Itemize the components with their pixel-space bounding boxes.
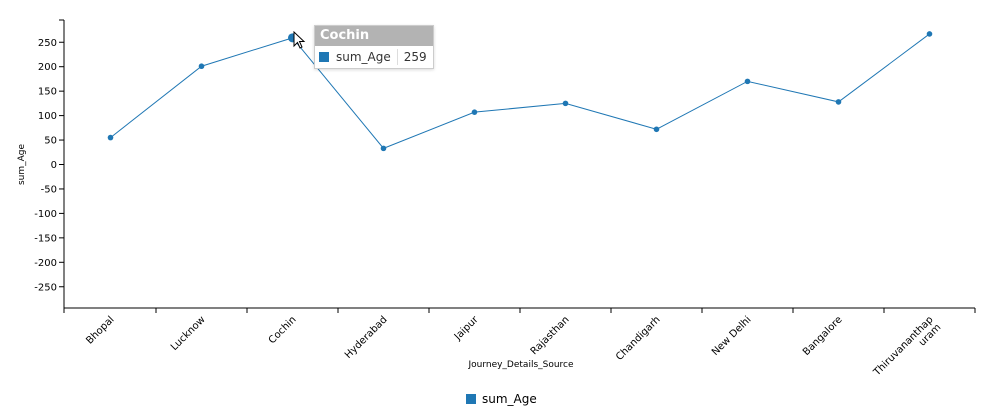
chart-legend[interactable]: sum_Age (466, 392, 537, 406)
x-axis-title: Journey_Details_Source (467, 360, 574, 370)
y-tick-label: 200 (38, 62, 57, 73)
y-tick-label: 0 (51, 160, 57, 171)
y-tick-label: -250 (34, 282, 57, 293)
data-point (198, 63, 205, 70)
data-point (744, 78, 751, 85)
y-tick-label: -100 (34, 209, 57, 220)
tooltip-divider (396, 49, 398, 65)
y-tick-label: 50 (44, 136, 57, 147)
tooltip-value: 259 (403, 50, 427, 64)
y-axis-title: sum_Age (17, 144, 27, 186)
data-point (926, 31, 933, 37)
x-tick-label: Bhopal (84, 314, 116, 346)
x-tick-label: Rajasthan (529, 314, 572, 357)
series-layer (107, 31, 933, 152)
data-point (835, 99, 842, 105)
data-point (562, 100, 569, 107)
x-tick-label: New Delhi (710, 314, 754, 358)
x-tick-label: Hyderabad (343, 314, 390, 361)
series-line (110, 33, 930, 149)
mouse-cursor-icon (293, 31, 306, 49)
x-tick-label: Cochin (267, 314, 299, 346)
legend-label: sum_Age (482, 392, 537, 406)
data-point (107, 134, 114, 141)
x-tick-label-group: Jaipur (452, 314, 481, 343)
tooltip-title: Cochin (315, 26, 433, 46)
x-tick-label: Jaipur (452, 314, 481, 343)
x-tick-label-group: Bangalore (801, 314, 845, 358)
data-point (380, 145, 387, 152)
x-tick-label: Chandigarh (614, 314, 663, 363)
x-tick-label: Bangalore (801, 314, 845, 358)
y-tick-label: 250 (38, 38, 57, 49)
y-axis: 250 200 150 100 50 0 -50 -100 -150 -200 -250 (34, 19, 65, 308)
tooltip-color-swatch (319, 52, 329, 62)
data-point (653, 126, 660, 133)
y-tick-label: -150 (34, 233, 57, 244)
x-tick-label: Lucknow (169, 314, 208, 353)
y-tick-label: 100 (38, 111, 57, 122)
x-tick-label-group: Rajasthan (529, 314, 572, 357)
x-axis: Bhopal Lucknow Cochin Hyderabad Jaipur Rajast… (63, 307, 976, 379)
y-tick-label: -50 (41, 184, 57, 195)
x-tick-label-group: Chandigarh (614, 314, 663, 363)
tooltip-row: sum_Age 259 (315, 46, 433, 68)
data-point (471, 109, 478, 115)
legend-swatch (466, 394, 476, 404)
x-tick-label-group: Bhopal (84, 314, 116, 346)
x-tick-label-group: Hyderabad (343, 314, 390, 361)
tooltip-series-name: sum_Age (336, 50, 391, 64)
y-tick-label: 150 (38, 87, 57, 98)
x-tick-label-group: Lucknow (169, 314, 208, 353)
data-tooltip: Cochin sum_Age 259 (314, 25, 434, 69)
x-tick-label-group: New Delhi (710, 314, 754, 358)
y-tick-label: -200 (34, 258, 57, 269)
x-tick-label-group: Cochin (267, 314, 299, 346)
